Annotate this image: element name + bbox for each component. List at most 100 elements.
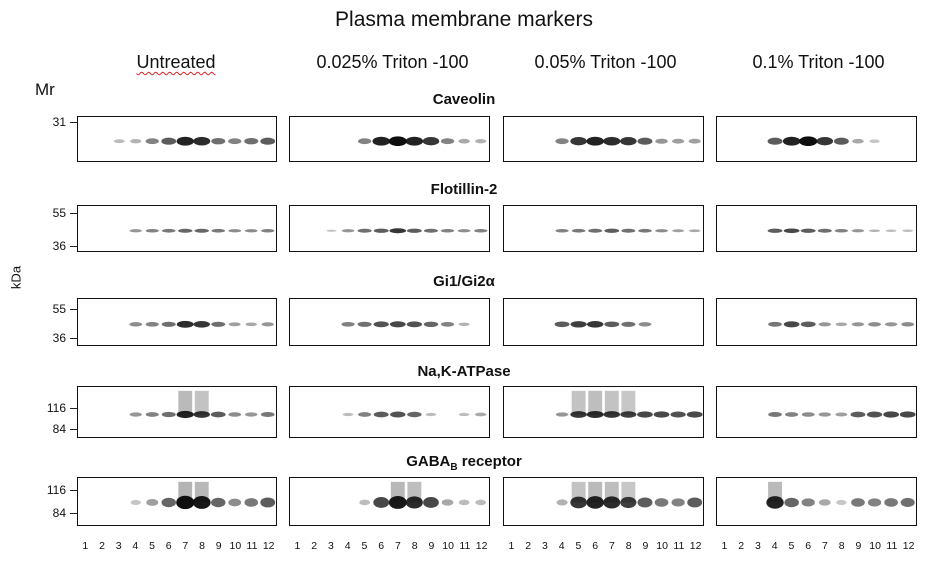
band bbox=[261, 228, 275, 233]
mw-tick bbox=[70, 246, 82, 247]
band bbox=[869, 139, 880, 144]
condition-untreated-label: Untreated bbox=[136, 52, 216, 72]
band bbox=[621, 321, 636, 327]
mw-tick bbox=[70, 309, 82, 310]
band bbox=[672, 229, 685, 233]
mw-tick bbox=[70, 408, 82, 409]
band bbox=[570, 137, 587, 146]
lane-number: 4 bbox=[558, 540, 565, 552]
band bbox=[885, 229, 897, 232]
band-smear bbox=[588, 390, 603, 415]
lane-number: 3 bbox=[754, 540, 761, 552]
lane-number: 7 bbox=[182, 540, 189, 552]
band bbox=[423, 497, 439, 508]
band bbox=[604, 321, 620, 328]
band bbox=[260, 137, 276, 145]
mw-tick bbox=[70, 122, 82, 123]
marker-title-nak-atpase: Na,K-ATPase bbox=[417, 363, 511, 380]
band bbox=[554, 321, 570, 328]
band bbox=[440, 321, 455, 327]
band bbox=[902, 229, 914, 232]
mw-tick bbox=[70, 338, 82, 339]
band bbox=[866, 411, 883, 418]
band bbox=[766, 496, 784, 509]
band bbox=[571, 228, 586, 233]
band bbox=[800, 321, 816, 328]
band bbox=[818, 412, 832, 417]
blot-panel-gaba-cond3 bbox=[503, 477, 704, 526]
band bbox=[688, 229, 701, 233]
band bbox=[852, 138, 864, 144]
band bbox=[654, 498, 669, 507]
mw-label: 84 bbox=[52, 422, 66, 436]
band bbox=[818, 499, 831, 506]
band bbox=[800, 228, 816, 233]
band bbox=[868, 322, 881, 327]
band bbox=[228, 229, 242, 233]
band bbox=[835, 412, 848, 417]
band bbox=[388, 136, 407, 146]
band bbox=[570, 321, 587, 328]
band bbox=[834, 228, 849, 233]
blot-panel-na-k-atpase-cond3 bbox=[503, 386, 704, 438]
mr-label: Mr bbox=[35, 80, 55, 99]
band bbox=[145, 228, 159, 233]
band bbox=[178, 228, 193, 233]
lane-number: 2 bbox=[525, 540, 532, 552]
band bbox=[261, 322, 274, 327]
band bbox=[836, 499, 847, 506]
band bbox=[555, 138, 569, 145]
lane-number: 2 bbox=[99, 540, 105, 552]
lane-number: 1 bbox=[294, 540, 301, 552]
blot-panel-gi1-gi2--cond1 bbox=[77, 298, 277, 346]
band bbox=[801, 412, 815, 417]
band bbox=[244, 229, 258, 233]
band bbox=[768, 412, 782, 417]
lane-number: 12 bbox=[262, 540, 275, 552]
band bbox=[687, 497, 703, 508]
band bbox=[129, 322, 143, 327]
band bbox=[145, 412, 159, 417]
band bbox=[423, 321, 439, 328]
lane-number: 11 bbox=[886, 540, 898, 552]
band bbox=[670, 411, 686, 418]
band bbox=[192, 495, 211, 509]
band bbox=[586, 411, 604, 418]
blot-panel-gaba-cond4 bbox=[716, 477, 917, 526]
band bbox=[555, 228, 569, 233]
band bbox=[129, 229, 142, 233]
mw-label: 116 bbox=[46, 401, 66, 415]
band bbox=[145, 321, 159, 327]
lane-number: 4 bbox=[771, 540, 778, 552]
mw-label: 55 bbox=[52, 206, 66, 220]
band bbox=[245, 322, 258, 327]
band bbox=[260, 412, 275, 417]
band bbox=[372, 136, 390, 146]
band bbox=[228, 138, 242, 145]
band bbox=[458, 138, 470, 144]
band bbox=[768, 321, 782, 327]
lane-number: 3 bbox=[541, 540, 548, 552]
band bbox=[373, 228, 389, 233]
band bbox=[161, 321, 176, 327]
lane-number: 1 bbox=[508, 540, 515, 552]
band bbox=[900, 497, 915, 507]
lane-number: 12 bbox=[689, 540, 702, 552]
lane-number: 5 bbox=[149, 540, 155, 552]
band bbox=[422, 137, 440, 146]
band bbox=[211, 137, 226, 145]
band-smear bbox=[571, 390, 586, 415]
band bbox=[161, 137, 177, 145]
lane-number: 4 bbox=[344, 540, 351, 552]
band bbox=[389, 228, 407, 234]
lane-number: 10 bbox=[229, 540, 242, 552]
mw-label: 116 bbox=[46, 483, 66, 497]
band bbox=[373, 321, 389, 328]
band bbox=[884, 322, 898, 327]
band bbox=[570, 496, 587, 509]
mw-label: 31 bbox=[52, 115, 66, 129]
band bbox=[373, 497, 390, 508]
figure-title: Plasma membrane markers bbox=[335, 8, 593, 31]
band bbox=[193, 136, 211, 146]
lane-number: 3 bbox=[327, 540, 334, 552]
